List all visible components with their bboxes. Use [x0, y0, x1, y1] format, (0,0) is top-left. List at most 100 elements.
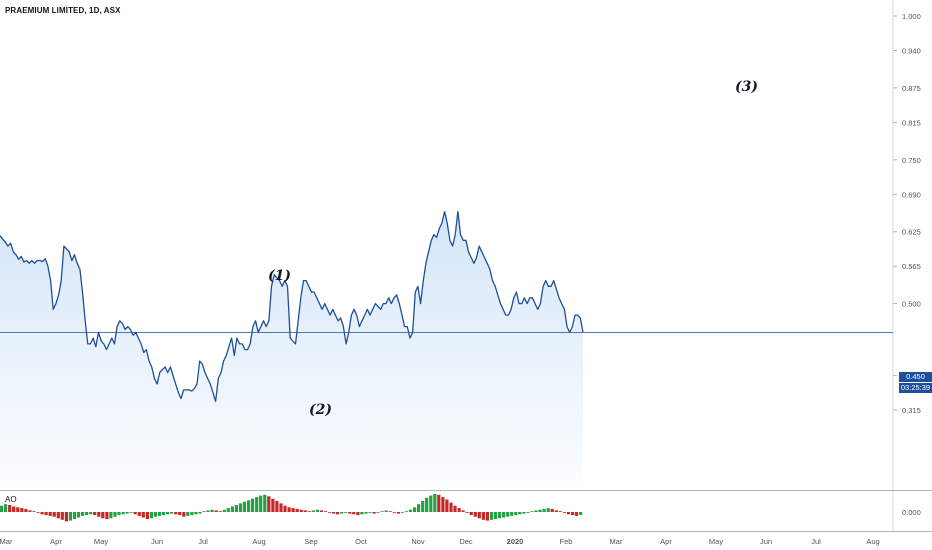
ao-bar	[287, 507, 291, 512]
ao-bar	[202, 511, 206, 512]
ao-bar	[28, 510, 32, 512]
ao-bar	[453, 505, 457, 512]
ao-bar	[16, 507, 20, 512]
ao-bar	[526, 512, 530, 513]
ao-bar	[356, 512, 360, 516]
ao-bar	[348, 512, 352, 514]
ao-bar	[81, 512, 85, 516]
time-axis-label: Oct	[355, 537, 368, 546]
ao-bar	[323, 511, 328, 512]
ao-bar	[113, 512, 117, 517]
time-axis-label: Jul	[198, 537, 208, 546]
symbol-title: PRAEMIUM LIMITED, 1D, ASX	[5, 6, 121, 15]
price-tick-label: 0.500	[902, 300, 921, 309]
wave-label-2: (2)	[309, 402, 332, 418]
ao-bar	[336, 512, 340, 515]
ao-bar	[121, 512, 125, 515]
ao-bar	[141, 512, 145, 518]
ao-bar	[145, 512, 149, 519]
price-tick-label: 0.875	[902, 84, 921, 93]
ao-bar	[68, 512, 72, 521]
ao-bar	[481, 512, 485, 520]
ao-bar	[562, 512, 566, 513]
price-tick-label: 0.565	[902, 262, 921, 271]
ao-bar	[554, 510, 558, 512]
ao-bar	[433, 494, 437, 512]
ao-bar	[279, 503, 283, 512]
time-axis-label: Feb	[560, 537, 573, 546]
ao-bar	[384, 510, 388, 512]
ao-bar	[238, 503, 243, 512]
ao-bar	[93, 512, 97, 516]
ao-bar	[315, 509, 319, 512]
ao-bar	[489, 512, 494, 520]
ao-bar	[161, 512, 166, 516]
ao-bar	[255, 497, 259, 512]
ao-bar	[579, 512, 583, 516]
time-axis-label: Apr	[50, 537, 62, 546]
ao-bar	[32, 511, 36, 512]
ao-bar	[400, 512, 404, 513]
ao-bar	[283, 505, 287, 512]
time-axis-label: Mar	[0, 537, 13, 546]
price-tick-label: 0.815	[902, 118, 921, 127]
ao-bar	[166, 512, 170, 515]
ao-bar	[56, 512, 60, 519]
time-axis-label: Aug	[866, 537, 879, 546]
ao-bar	[97, 512, 101, 517]
ao-bar	[380, 511, 384, 512]
ao-bar	[457, 508, 461, 512]
ao-bar	[542, 508, 546, 512]
ao-bar	[327, 512, 332, 513]
price-area-fill	[0, 211, 583, 490]
ao-bar	[376, 512, 380, 513]
ao-bar	[465, 512, 469, 513]
ao-bar	[299, 509, 303, 512]
ao-bar	[534, 510, 538, 512]
ao-bar	[469, 512, 473, 516]
time-axis-label: Aug	[252, 537, 265, 546]
ao-bar	[461, 510, 465, 512]
time-axis-label: May	[709, 537, 723, 546]
ao-bar	[546, 508, 550, 512]
ao-bar	[149, 512, 153, 519]
ao-bar	[210, 509, 214, 512]
ao-bar	[498, 512, 502, 519]
time-axis-label: Dec	[459, 537, 473, 546]
price-tick-label: 0.940	[902, 47, 921, 56]
ao-bar	[311, 510, 315, 512]
ao-bar	[493, 512, 498, 519]
ao-bar	[206, 510, 210, 512]
ao-bar	[449, 502, 453, 512]
ao-bar	[295, 508, 299, 512]
ao-bar	[48, 512, 52, 516]
ao-bar	[413, 507, 417, 512]
ao-bar	[4, 504, 8, 512]
ao-bar	[425, 497, 429, 512]
ao-bar	[360, 512, 364, 515]
ao-bar	[190, 512, 194, 516]
ao-bar	[259, 495, 263, 512]
ao-bar	[234, 505, 238, 512]
ao-bar	[502, 512, 506, 518]
ao-bar	[85, 512, 89, 516]
ao-bar	[186, 512, 190, 516]
ao-bar	[291, 508, 295, 512]
ao-bar	[242, 501, 247, 512]
ao-bar	[368, 512, 372, 513]
time-axis-label: Nov	[411, 537, 425, 546]
ao-bar	[230, 506, 234, 512]
ao-bar	[60, 512, 64, 520]
ao-bar	[319, 510, 323, 512]
price-tick-label: 0.690	[902, 190, 921, 199]
ao-bar	[267, 496, 271, 512]
ao-bar	[408, 509, 413, 512]
ao-bar	[129, 512, 133, 513]
ao-bar	[198, 512, 202, 514]
ao-bar	[485, 512, 489, 521]
price-tick-label: 1.000	[902, 12, 921, 21]
ao-bar	[137, 512, 141, 516]
ao-bar	[153, 512, 157, 517]
